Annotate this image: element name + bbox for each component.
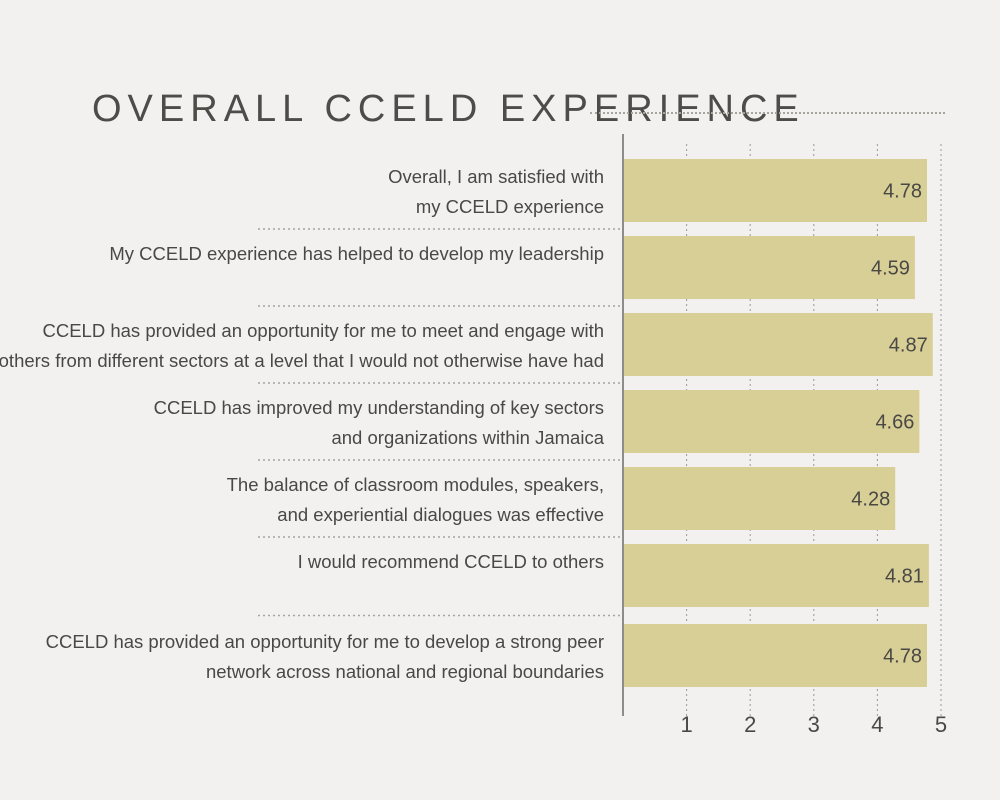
category-label-4-line-1: and experiential dialogues was effective [277, 504, 604, 525]
category-label-4-line-0: The balance of classroom modules, speake… [227, 474, 604, 495]
bar-2 [623, 313, 933, 376]
x-tick-label-3: 4 [871, 712, 883, 737]
category-label-2-line-1: others from different sectors at a level… [0, 350, 604, 371]
title-rule [590, 112, 945, 114]
category-label-0-line-0: Overall, I am satisfied with [388, 166, 604, 187]
category-label-6-line-0: CCELD has provided an opportunity for me… [46, 631, 604, 652]
bar-6 [623, 624, 928, 687]
value-label-3: 4.66 [875, 412, 914, 434]
x-tick-label-1: 2 [744, 712, 756, 737]
category-label-3-line-1: and organizations within Jamaica [331, 427, 604, 448]
value-label-0: 4.78 [883, 181, 922, 203]
category-label-3-line-0: CCELD has improved my understanding of k… [154, 397, 604, 418]
bar-0 [623, 159, 928, 222]
category-label-0-line-1: my CCELD experience [416, 196, 604, 217]
bar-1 [623, 236, 915, 299]
value-label-6: 4.78 [883, 646, 922, 668]
value-label-4: 4.28 [851, 489, 890, 511]
value-label-5: 4.81 [885, 566, 924, 588]
value-label-1: 4.59 [871, 258, 910, 280]
x-tick-label-0: 1 [680, 712, 692, 737]
bar-5 [623, 544, 929, 607]
category-label-2-line-0: CCELD has provided an opportunity for me… [43, 320, 605, 341]
value-label-2: 4.87 [889, 335, 928, 357]
bar-4 [623, 467, 896, 530]
chart-title: OVERALL CCELD EXPERIENCE [92, 88, 805, 130]
x-tick-label-2: 3 [808, 712, 820, 737]
category-label-5: I would recommend CCELD to others [298, 551, 604, 572]
category-label-1: My CCELD experience has helped to develo… [109, 243, 604, 264]
x-tick-label-4: 5 [935, 712, 947, 737]
category-label-6-line-1: network across national and regional bou… [206, 661, 604, 682]
bar-3 [623, 390, 920, 453]
